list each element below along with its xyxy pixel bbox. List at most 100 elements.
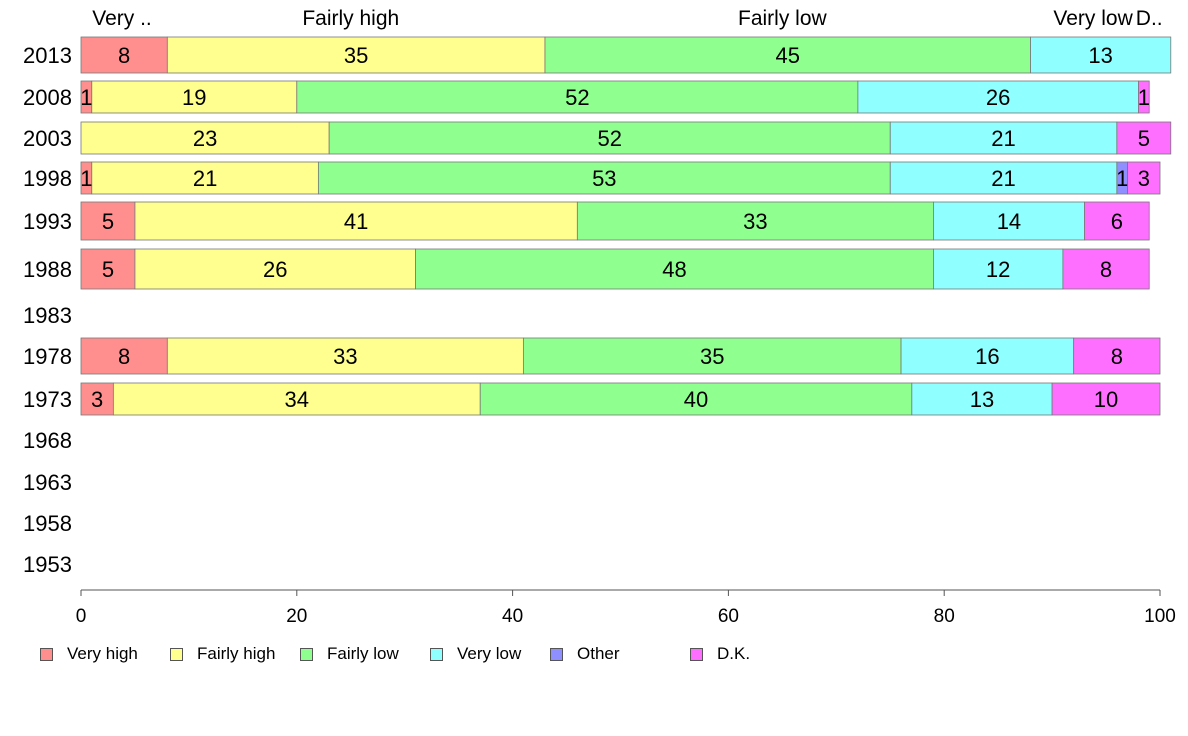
y-tick-label-1988: 1988 bbox=[23, 257, 72, 282]
top-label-0: Very .. bbox=[92, 7, 152, 30]
data-label-2013-0: 8 bbox=[118, 43, 130, 68]
bar-1973-very-high bbox=[80, 382, 114, 416]
x-tick-label-20: 20 bbox=[286, 606, 307, 627]
bar-1978-fairly-high bbox=[166, 337, 524, 375]
data-label-1988-0: 5 bbox=[102, 257, 114, 282]
data-label-2008-1: 19 bbox=[182, 85, 206, 110]
legend-label: Other bbox=[577, 644, 620, 663]
legend-swatch bbox=[550, 647, 563, 661]
data-label-1993-1: 41 bbox=[344, 209, 368, 234]
bar-2003-d-k- bbox=[1116, 121, 1172, 155]
data-label-1973-1: 34 bbox=[285, 387, 309, 412]
data-label-2008-3: 26 bbox=[986, 85, 1010, 110]
bar-1973-fairly-low bbox=[479, 382, 913, 416]
data-label-2003-3: 21 bbox=[991, 126, 1015, 151]
legend-swatch bbox=[430, 647, 443, 661]
data-label-2013-2: 45 bbox=[776, 43, 800, 68]
data-label-1973-5: 10 bbox=[1094, 387, 1118, 412]
bar-1993-fairly-high bbox=[134, 201, 578, 241]
y-tick-label-1983: 1983 bbox=[23, 303, 72, 328]
y-tick-label-1998: 1998 bbox=[23, 166, 72, 191]
bar-1993-very-low bbox=[933, 201, 1085, 241]
y-tick-label-2008: 2008 bbox=[23, 85, 72, 110]
data-label-1988-5: 8 bbox=[1100, 257, 1112, 282]
bar-2008-very-low bbox=[857, 80, 1139, 114]
data-label-1978-0: 8 bbox=[118, 344, 130, 369]
bar-1998-d-k- bbox=[1127, 161, 1161, 195]
top-label-4: D.. bbox=[1136, 7, 1163, 30]
x-tick-label-100: 100 bbox=[1144, 606, 1176, 627]
data-label-1993-2: 33 bbox=[743, 209, 767, 234]
data-label-2008-5: 1 bbox=[1138, 85, 1150, 110]
data-label-2003-5: 5 bbox=[1138, 126, 1150, 151]
y-tick-label-1978: 1978 bbox=[23, 344, 72, 369]
y-tick-label-1993: 1993 bbox=[23, 209, 72, 234]
bar-1978-very-high bbox=[80, 337, 168, 375]
bar-1978-d-k- bbox=[1073, 337, 1161, 375]
bar-1973-d-k- bbox=[1051, 382, 1161, 416]
bar-1993-very-high bbox=[80, 201, 136, 241]
data-label-1978-2: 35 bbox=[700, 344, 724, 369]
bar-1988-d-k- bbox=[1062, 248, 1150, 290]
top-label-2: Fairly low bbox=[738, 7, 828, 30]
data-label-2013-1: 35 bbox=[344, 43, 368, 68]
bar-2013-fairly-high bbox=[166, 36, 546, 74]
legend-label: Very high bbox=[67, 644, 138, 663]
legend-swatch bbox=[40, 647, 53, 661]
data-label-1973-2: 40 bbox=[684, 387, 708, 412]
x-tick-label-0: 0 bbox=[76, 606, 87, 627]
legend-item-fairly-low: Fairly low bbox=[300, 644, 399, 664]
data-label-1998-3: 21 bbox=[991, 166, 1015, 191]
top-label-1: Fairly high bbox=[302, 7, 399, 30]
data-label-2003-2: 52 bbox=[597, 126, 621, 151]
legend-item-other: Other bbox=[550, 644, 620, 664]
bar-2003-fairly-high bbox=[80, 121, 330, 155]
legend-swatch bbox=[300, 647, 313, 661]
legend-swatch bbox=[690, 647, 703, 661]
data-label-1998-1: 21 bbox=[193, 166, 217, 191]
data-label-1973-3: 13 bbox=[970, 387, 994, 412]
bar-2008-fairly-high bbox=[91, 80, 298, 114]
bar-1988-very-high bbox=[80, 248, 136, 290]
data-label-1993-3: 14 bbox=[997, 209, 1021, 234]
data-label-1988-3: 12 bbox=[986, 257, 1010, 282]
bar-2013-fairly-low bbox=[544, 36, 1031, 74]
legend-item-fairly-high: Fairly high bbox=[170, 644, 275, 664]
x-tick-label-40: 40 bbox=[502, 606, 523, 627]
bar-1978-fairly-low bbox=[522, 337, 902, 375]
bar-1973-fairly-high bbox=[112, 382, 481, 416]
legend-item-d-k-: D.K. bbox=[690, 644, 750, 664]
data-label-1998-0: 1 bbox=[80, 166, 92, 191]
legend-item-very-low: Very low bbox=[430, 644, 521, 664]
y-tick-label-1953: 1953 bbox=[23, 552, 72, 577]
y-tick-label-1968: 1968 bbox=[23, 428, 72, 453]
legend-swatch bbox=[170, 647, 183, 661]
legend-item-very-high: Very high bbox=[40, 644, 138, 664]
data-label-1998-4: 1 bbox=[1116, 166, 1128, 191]
data-label-1978-3: 16 bbox=[975, 344, 999, 369]
data-label-1998-5: 3 bbox=[1138, 166, 1150, 191]
data-label-1988-1: 26 bbox=[263, 257, 287, 282]
legend-label: Very low bbox=[457, 644, 522, 663]
data-label-1993-0: 5 bbox=[102, 209, 114, 234]
bar-1988-fairly-low bbox=[415, 248, 934, 290]
bar-1993-d-k- bbox=[1084, 201, 1150, 241]
bar-2008-d-k- bbox=[1138, 80, 1150, 114]
legend-label: Fairly low bbox=[327, 644, 399, 663]
x-tick-label-60: 60 bbox=[718, 606, 739, 627]
bar-1973-very-low bbox=[911, 382, 1053, 416]
data-label-2008-0: 1 bbox=[80, 85, 92, 110]
bar-1993-fairly-low bbox=[576, 201, 934, 241]
bar-1988-fairly-high bbox=[134, 248, 416, 290]
y-tick-label-2013: 2013 bbox=[23, 43, 72, 68]
y-tick-label-1973: 1973 bbox=[23, 387, 72, 412]
data-label-2013-3: 13 bbox=[1088, 43, 1112, 68]
y-tick-label-1958: 1958 bbox=[23, 511, 72, 536]
data-label-1988-2: 48 bbox=[662, 257, 686, 282]
data-label-1973-0: 3 bbox=[91, 387, 103, 412]
bar-1988-very-low bbox=[933, 248, 1064, 290]
bar-2013-very-high bbox=[80, 36, 168, 74]
y-tick-label-1963: 1963 bbox=[23, 470, 72, 495]
data-label-1993-5: 6 bbox=[1111, 209, 1123, 234]
